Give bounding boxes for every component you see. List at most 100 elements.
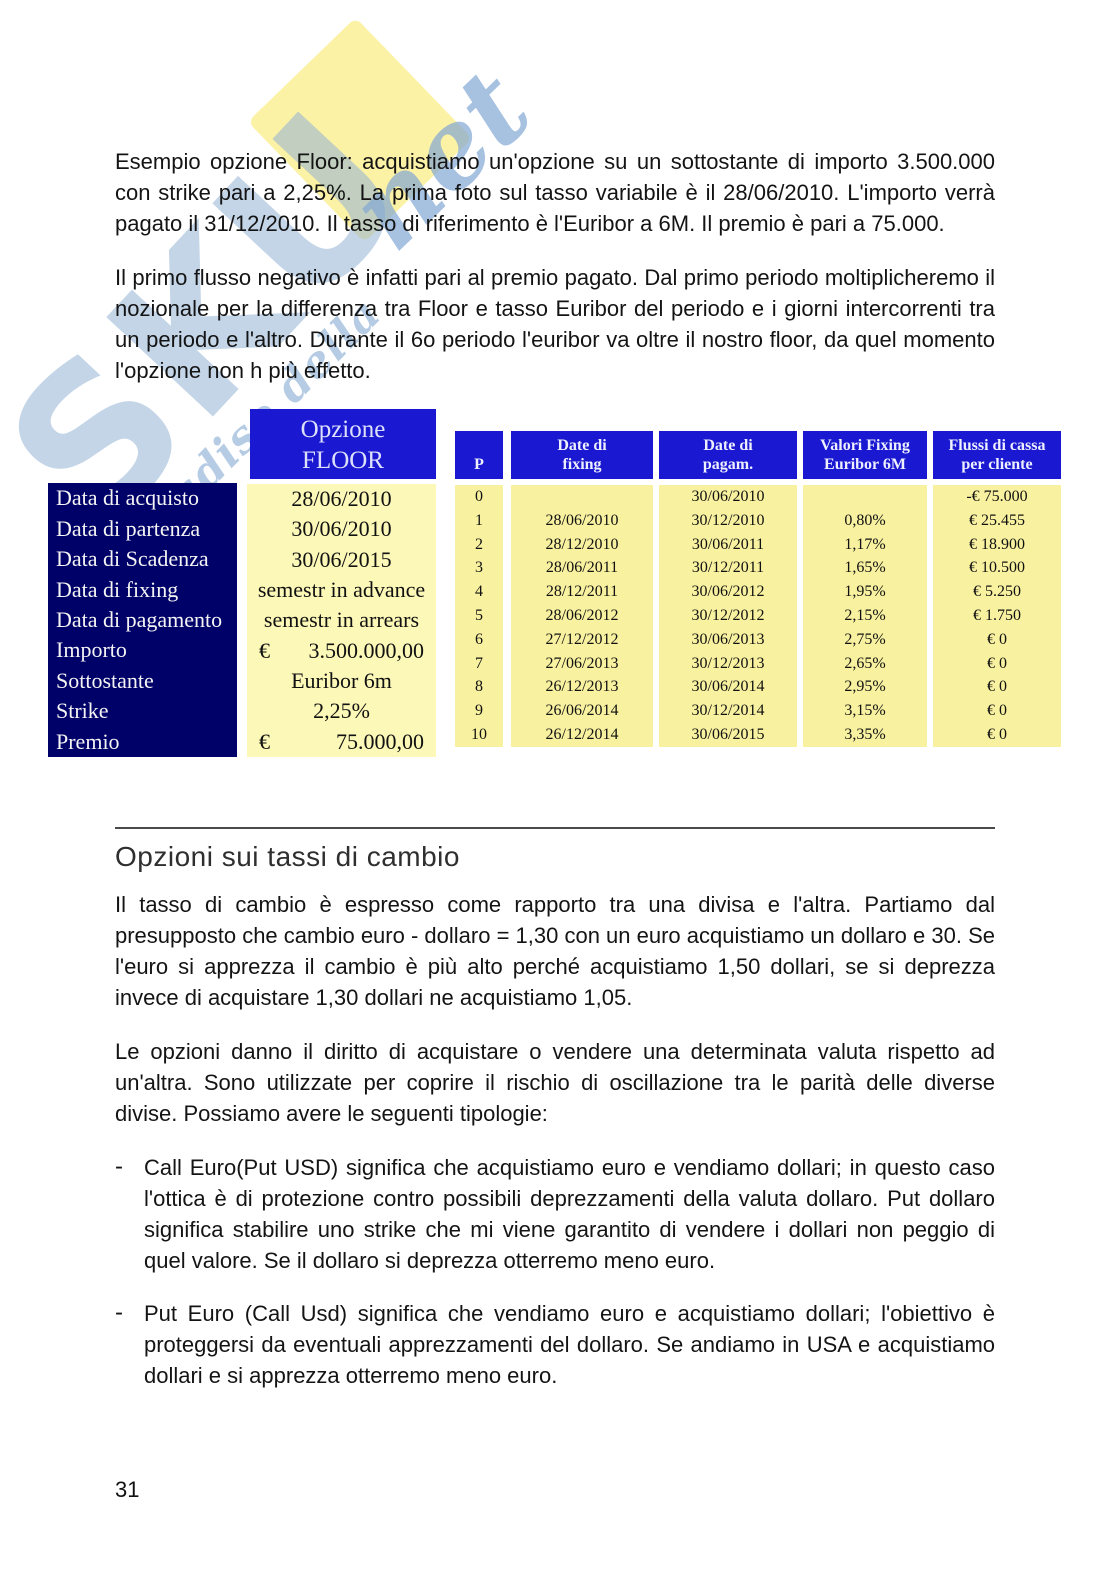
cell-p: 6 [475,630,483,648]
cell-flussi: € 0 [987,678,1007,696]
amount: 75.000,00 [336,728,424,754]
cell-pagam: 30/06/2015 [691,726,765,744]
cell-flussi: € 0 [987,630,1007,648]
header-line: Date di [557,437,607,454]
cell-fixing [511,485,653,509]
cell-pagam: 30/12/2014 [691,702,765,720]
cell-flussi: € 0 [987,702,1007,720]
floor-row-label: Sottostante [56,667,154,693]
cell-flussi: € 10.500 [969,559,1025,577]
cell-valori: 2,65% [844,654,886,672]
cell-fixing: 28/06/2012 [545,606,619,624]
floor-row-label: Data di partenza [56,515,201,541]
cell-flussi: -€ 75.000 [966,487,1028,505]
cell-fixing: 28/12/2010 [545,535,619,553]
cell-flussi: € 5.250 [973,583,1021,601]
floor-row-label: Premio [56,728,120,754]
page-number: 31 [115,1477,140,1502]
section-heading: Opzioni sui tassi di cambio [115,841,460,872]
floor-row-label: Data di acquisto [56,485,199,511]
cell-valori: 3,35% [844,726,886,744]
cashflow-column-fixing: 28/06/2010 28/12/2010 28/06/2011 28/12/2… [511,485,653,747]
cell-p: 2 [475,535,483,553]
paragraph-floor-example: Esempio opzione Floor: acquistiamo un'op… [115,149,995,236]
cashflow-column-pagam: 30/06/2010 30/12/2010 30/06/2011 30/12/2… [659,485,797,747]
cell-pagam: 30/06/2012 [691,583,765,601]
cell-pagam: 30/06/2010 [691,487,765,505]
floor-row-label: Data di pagamento [56,606,223,632]
cell-valori: 1,65% [844,559,886,577]
floor-row-value: 28/06/2010 [291,486,392,512]
cell-pagam: 30/12/2012 [691,606,765,624]
floor-row-label: Strike [56,698,109,724]
floor-table-label-column: Data di acquisto Data di partenza Data d… [48,483,237,757]
cell-pagam: 30/06/2014 [691,678,765,696]
cashflow-column-p: 0 1 2 3 4 5 6 7 8 9 10 [455,485,503,747]
cell-pagam: 30/12/2011 [691,559,765,577]
header-line: Valori Fixing [820,437,910,454]
header-line: Flussi di cassa [948,437,1046,454]
floor-row-value: € 75.000,00 [247,727,436,757]
cell-valori: 2,15% [844,606,886,624]
cell-p: 5 [475,606,483,624]
currency-symbol: € [259,637,270,663]
cell-p: 8 [475,678,483,696]
cell-p: 1 [475,511,483,529]
bullet-text: Put Euro (Call Usd) significa che vendia… [144,1301,995,1388]
cell-fixing: 26/06/2014 [545,702,619,720]
cell-valori: 2,95% [844,678,886,696]
cell-valori: 1,17% [844,535,886,553]
cell-fixing: 26/12/2013 [545,678,619,696]
floor-row-value: 30/06/2015 [291,546,392,572]
floor-row-value: € 3.500.000,00 [247,636,436,666]
floor-table-value-column: 28/06/2010 30/06/2010 30/06/2015 semestr… [247,484,436,757]
cashflow-header-valori: Valori Fixing Euribor 6M [803,431,927,479]
cell-fixing: 28/06/2011 [545,559,619,577]
bullet-marker: - [115,1299,123,1326]
floor-row-label: Data di Scadenza [56,546,209,572]
cell-flussi: € 25.455 [969,511,1025,529]
cell-valori [803,485,927,509]
cashflow-header-fixing: Date di fixing [511,431,653,479]
tables-area: Opzione FLOOR Data di acquisto Data di p… [0,409,1116,769]
cashflow-header-p: P [455,431,503,479]
header-line: fixing [562,456,602,473]
floor-row-value: Euribor 6m [291,668,392,694]
document-content: Esempio opzione Floor: acquistiamo un'op… [0,149,1116,1502]
cell-valori: 3,15% [844,702,886,720]
cell-p: 7 [475,654,483,672]
header-line: Euribor 6M [824,456,906,473]
cell-p: 10 [471,726,487,744]
cell-fixing: 28/12/2011 [545,583,619,601]
cashflow-column-valori: 0,80% 1,17% 1,65% 1,95% 2,15% 2,75% 2,65… [803,485,927,747]
floor-row-label: Importo [56,637,127,663]
cell-pagam: 30/12/2013 [691,654,765,672]
floor-row-label: Data di fixing [56,576,179,602]
cell-pagam: 30/06/2011 [691,535,765,553]
floor-header-line2: FLOOR [302,447,384,474]
cell-fixing: 27/12/2012 [545,630,619,648]
amount: 3.500.000,00 [308,637,425,663]
bullet-item-call-euro: - Call Euro(Put USD) significa che acqui… [115,1152,995,1276]
floor-row-value: 30/06/2010 [291,516,392,542]
floor-row-value: 2,25% [313,698,370,724]
bullet-text: Call Euro(Put USD) significa che acquist… [144,1155,995,1273]
cell-flussi: € 0 [987,726,1007,744]
cell-p: 4 [475,583,483,601]
bullet-marker: - [115,1153,123,1180]
cashflow-header-pagam: Date di pagam. [659,431,797,479]
floor-table-header: Opzione FLOOR [250,409,436,479]
cell-flussi: € 1.750 [973,606,1021,624]
cashflow-header-flussi: Flussi di cassa per cliente [933,431,1061,479]
bullet-item-put-euro: - Put Euro (Call Usd) significa che vend… [115,1298,995,1391]
currency-symbol: € [259,728,270,754]
paragraph-option-types: Le opzioni danno il diritto di acquistar… [115,1039,995,1126]
cell-p: 0 [475,487,483,505]
cell-fixing: 27/06/2013 [545,654,619,672]
paragraph-exchange-rate: Il tasso di cambio è espresso come rappo… [115,892,995,1010]
cell-valori: 0,80% [844,511,886,529]
header-line: Date di [703,437,753,454]
cell-p: 9 [475,702,483,720]
cell-valori: 2,75% [844,630,886,648]
cell-flussi: € 18.900 [969,535,1025,553]
